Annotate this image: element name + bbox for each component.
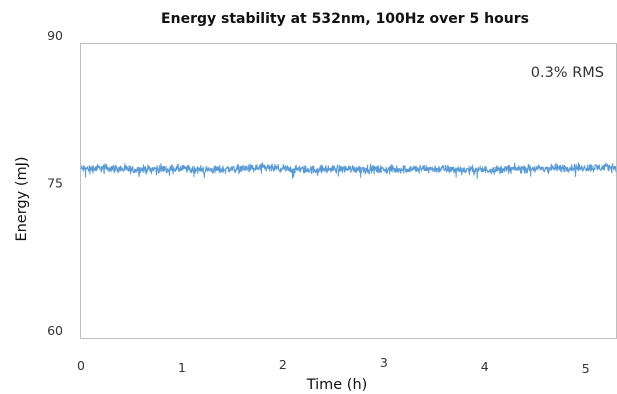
y-axis: 90 75 60 <box>47 28 63 338</box>
x-tick-label: 5 <box>582 361 590 376</box>
plot-area <box>80 43 617 339</box>
x-axis: 0 1 2 3 4 5 <box>77 355 590 376</box>
x-tick-label: 0 <box>77 358 85 373</box>
y-tick-label: 60 <box>47 323 63 338</box>
x-tick-label: 2 <box>279 357 287 372</box>
y-axis-title: Energy (mJ) <box>14 156 30 241</box>
x-tick-label: 3 <box>380 355 388 370</box>
rms-annotation: 0.3% RMS <box>531 65 604 81</box>
chart-title: Energy stability at 532nm, 100Hz over 5 … <box>161 11 529 27</box>
x-tick-label: 1 <box>178 360 186 375</box>
series-line-energy <box>80 161 617 179</box>
x-tick-label: 4 <box>481 359 489 374</box>
y-tick-label: 75 <box>47 176 63 191</box>
y-tick-label: 90 <box>47 28 63 43</box>
x-axis-title: Time (h) <box>306 377 368 393</box>
